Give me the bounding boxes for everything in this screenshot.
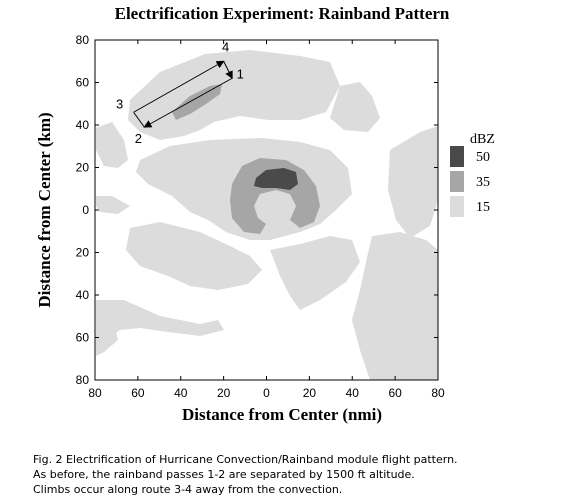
- waypoint-label: 4: [222, 39, 229, 54]
- echo-15-region: [96, 196, 130, 214]
- x-tick-label: 80: [88, 386, 102, 400]
- x-tick-label: 60: [131, 386, 145, 400]
- legend-label: 15: [476, 200, 490, 215]
- x-tick-label: 80: [431, 386, 445, 400]
- x-tick-label: 20: [217, 386, 231, 400]
- reflectivity-field: [96, 50, 438, 380]
- echo-15-region: [96, 300, 118, 356]
- x-tick-label: 20: [303, 386, 317, 400]
- echo-15-region: [96, 122, 128, 168]
- echo-15-region: [270, 236, 360, 310]
- echo-50-region: [254, 168, 298, 190]
- y-tick-label: 40: [76, 288, 90, 302]
- legend-label: 35: [476, 175, 490, 190]
- caption-line: As before, the rainband passes 1-2 are s…: [33, 468, 415, 481]
- y-tick-label: 20: [76, 246, 90, 260]
- legend: dBZ 50 35 15: [450, 132, 495, 217]
- caption-line: Fig. 2 Electrification of Hurricane Conv…: [33, 453, 458, 466]
- x-axis-label: Distance from Center (nmi): [182, 405, 382, 424]
- legend-label: 50: [476, 150, 490, 165]
- waypoint-label: 1: [237, 66, 244, 81]
- route-leg: [133, 111, 145, 128]
- echo-35-region: [172, 84, 222, 120]
- legend-swatch: [450, 146, 464, 167]
- y-tick-label: 80: [76, 33, 90, 47]
- waypoint-label: 2: [135, 131, 142, 146]
- y-tick-label: 80: [76, 373, 90, 387]
- x-tick-label: 60: [388, 386, 402, 400]
- route-leg: [143, 77, 233, 128]
- y-tick-label: 40: [76, 118, 90, 132]
- flight-route: 1 2 3 4: [116, 39, 244, 146]
- legend-swatch: [450, 171, 464, 192]
- figure-caption: Fig. 2 Electrification of Hurricane Conv…: [33, 452, 553, 497]
- echo-35-region: [230, 158, 320, 234]
- caption-line: Climbs occur along route 3-4 away from t…: [33, 483, 343, 496]
- y-tick-label: 20: [76, 161, 90, 175]
- chart-title: Electrification Experiment: Rainband Pat…: [114, 4, 450, 23]
- echo-15-region: [352, 232, 438, 380]
- x-tick-label: 0: [263, 386, 270, 400]
- y-tick-label: 60: [76, 331, 90, 345]
- echo-15-region: [330, 82, 380, 132]
- y-tick-label: 0: [82, 203, 89, 217]
- x-tick-label: 40: [174, 386, 188, 400]
- echo-15-region: [388, 126, 438, 238]
- y-tick-label: 60: [76, 76, 90, 90]
- echo-15-region: [96, 300, 224, 344]
- legend-title: dBZ: [470, 132, 495, 147]
- x-tick-label: 40: [346, 386, 360, 400]
- route-leg: [133, 60, 225, 113]
- waypoint-label: 3: [116, 96, 123, 111]
- echo-15-region: [126, 222, 262, 290]
- route-leg: [223, 61, 233, 80]
- y-axis-label: Distance from Center (km): [35, 112, 54, 307]
- legend-swatch: [450, 196, 464, 217]
